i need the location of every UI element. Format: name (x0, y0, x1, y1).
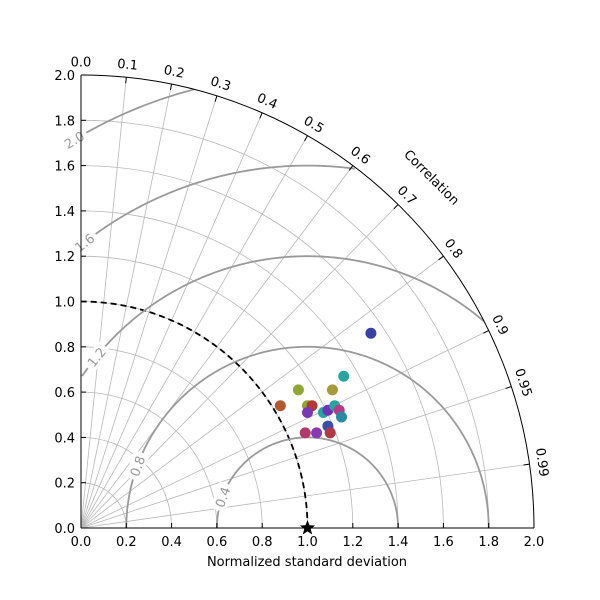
y-tick-label: 0.2 (54, 477, 75, 492)
x-tick-label: 1.2 (342, 535, 363, 550)
reference-std-arc (80, 300, 309, 529)
y-tick-label: 1.6 (54, 160, 75, 175)
corr-tick (169, 84, 173, 91)
rms-label-bg (81, 341, 112, 373)
rms-contours: 0.40.81.21.62.0 (58, 88, 490, 529)
corr-tick-label: 0.99 (532, 447, 551, 478)
corr-tick (214, 95, 218, 102)
corr-tick (348, 165, 354, 171)
corr-tick (393, 204, 399, 210)
std-grid-arc (80, 119, 490, 529)
corr-tick-label: 0.4 (255, 91, 280, 113)
x-axis-title: Normalized standard deviation (207, 555, 407, 570)
data-point (338, 370, 350, 382)
data-point (299, 427, 311, 439)
corr-tick (125, 77, 127, 84)
y-tick-label: 0.8 (54, 341, 75, 356)
outer-arc (80, 74, 535, 529)
corr-tick (304, 135, 308, 142)
y-tick-label: 0.4 (54, 431, 75, 446)
corr-tick (505, 386, 512, 389)
rms-label-bg (124, 450, 150, 482)
x-tick-label: 1.6 (433, 535, 454, 550)
y-tick-label: 1.2 (54, 250, 75, 265)
data-points (274, 327, 377, 439)
x-tick-label: 0.8 (252, 535, 273, 550)
rms-contour (81, 255, 485, 377)
reference-star-marker (299, 520, 316, 535)
y-tick-label: 1.4 (54, 205, 75, 220)
x-tick-label: 0.4 (161, 535, 182, 550)
x-tick-label: 2.0 (524, 535, 545, 550)
x-tick-label: 1.4 (388, 535, 409, 550)
y-tick-label: 1.8 (54, 114, 75, 129)
rms-contour-label: 0.8 (128, 454, 149, 479)
rms-contour (81, 164, 355, 246)
corr-tick-label: 0.1 (116, 57, 138, 74)
corr-tick (259, 112, 263, 119)
rms-label-bg (58, 125, 91, 154)
x-tick-label: 1.8 (478, 535, 499, 550)
std-grid-arc (80, 255, 354, 529)
y-tick-label: 0.6 (54, 386, 75, 401)
data-point (326, 384, 338, 396)
std-grid-arc (80, 165, 444, 529)
x-tick-label: 0.2 (116, 535, 137, 550)
data-point (335, 411, 347, 423)
x-tick-label: 0.6 (207, 535, 228, 550)
data-point (365, 327, 377, 339)
corr-tick (483, 330, 489, 334)
corr-tick-label: 0.2 (162, 63, 185, 82)
corr-tick-label: 0.0 (71, 56, 92, 71)
corr-tick-label: 0.95 (511, 367, 534, 399)
data-point (302, 406, 313, 418)
corr-tick (523, 463, 530, 466)
std-grid-arc (80, 210, 399, 529)
rms-label-bg (68, 227, 101, 258)
corr-tick-label: 0.3 (208, 74, 232, 95)
x-tick-label: 0.0 (71, 535, 92, 550)
rms-contour (125, 345, 490, 529)
rms-contour-label: 0.4 (213, 485, 234, 510)
corr-tick-label: 0.9 (488, 313, 511, 338)
reference-marker (299, 520, 316, 535)
std-grid-arc (80, 346, 263, 529)
data-point (324, 427, 336, 439)
corr-tick (438, 255, 444, 261)
axis-ticks: 0.0 0.2 0.4 0.6 0.8 1.0 1.2 1.4 1.6 1.8 2.0 0.0 0.2 0… (54, 69, 544, 550)
rms-label-bg (210, 481, 235, 513)
rms-contour (80, 88, 195, 137)
x-tick-label: 1.0 (297, 535, 318, 550)
data-point (292, 384, 304, 396)
y-tick-label: 2.0 (54, 69, 75, 84)
y-tick-label: 0.0 (54, 522, 75, 537)
y-tick-label: 1.0 (54, 296, 75, 311)
std-grid-arc (80, 482, 127, 529)
data-point (311, 427, 323, 439)
data-point (274, 400, 286, 412)
